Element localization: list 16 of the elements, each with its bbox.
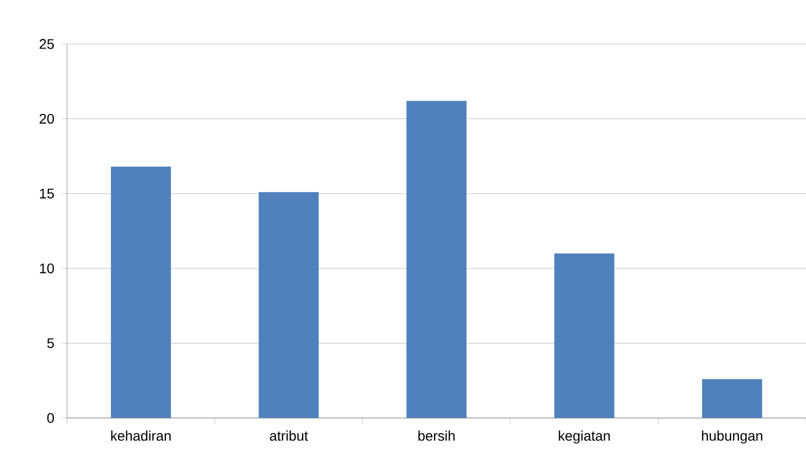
bar [554, 253, 614, 418]
x-tick-label: kegiatan [558, 430, 610, 444]
x-tick-label: kehadiran [111, 430, 171, 441]
bar [258, 192, 319, 418]
bar [110, 166, 171, 418]
x-tick-label: bersih [418, 430, 455, 441]
y-tick-label: 5 [47, 338, 54, 348]
y-tick-label: 20 [40, 114, 54, 124]
x-tick-label: hubungan [702, 430, 762, 444]
y-tick-label: 10 [40, 263, 54, 274]
y-tick-label: 15 [40, 188, 54, 198]
bar [406, 100, 467, 418]
y-tick-label: 0 [47, 413, 54, 423]
bar [702, 379, 762, 418]
y-tick-label: 25 [40, 39, 54, 49]
x-tick-label: atribut [270, 430, 308, 441]
